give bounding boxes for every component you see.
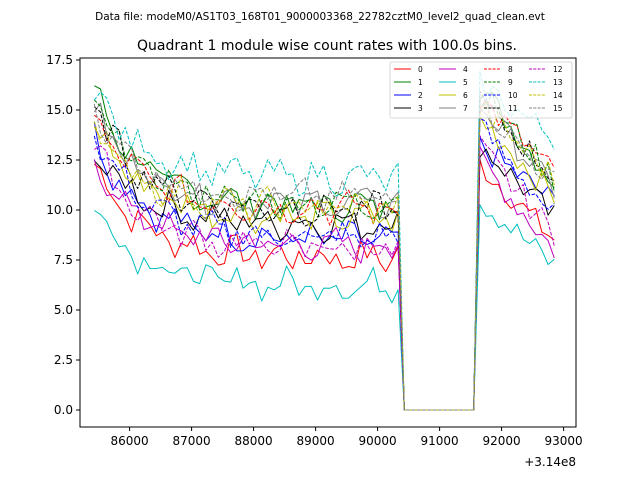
series-line-10 — [93, 117, 555, 411]
series-line-0 — [94, 159, 555, 411]
x-tick-label: 86000 — [111, 434, 149, 448]
y-tick-label: 0.0 — [54, 403, 73, 417]
legend-label-12: 12 — [553, 65, 563, 74]
figure-suptitle: Data file: modeM0/AS1T03_168T01_90000033… — [95, 11, 545, 23]
y-tick-label: 2.5 — [54, 353, 73, 367]
legend-label-0: 0 — [418, 65, 423, 74]
axes-layer: 86000 87000 88000 89000 90000 91000 92000 93000… — [46, 53, 582, 448]
series-line-5 — [94, 204, 555, 411]
y-tick-label: 15.0 — [46, 103, 73, 117]
series-line-12 — [94, 135, 555, 411]
plot-area — [80, 58, 576, 427]
y-tick-label: 12.5 — [46, 153, 73, 167]
x-tick-label: 93000 — [545, 434, 583, 448]
x-tick-label: 87000 — [173, 434, 211, 448]
series-line-2 — [93, 122, 555, 411]
y-tick-label: 7.5 — [54, 253, 73, 267]
x-tick-label: 91000 — [421, 434, 459, 448]
plot-frame — [79, 57, 577, 428]
y-tick-label: 17.5 — [46, 53, 73, 67]
legend-label-13: 13 — [553, 78, 563, 87]
legend-label-8: 8 — [508, 65, 513, 74]
legend-label-2: 2 — [418, 91, 423, 100]
x-tick-label: 92000 — [483, 434, 521, 448]
x-tick-label: 88000 — [235, 434, 273, 448]
series-line-3 — [93, 148, 555, 411]
legend-box — [389, 61, 573, 119]
legend-label-11: 11 — [508, 104, 518, 113]
legend-label-4: 4 — [463, 65, 468, 74]
legend-label-9: 9 — [508, 78, 513, 87]
legend-label-5: 5 — [463, 78, 468, 87]
legend-label-10: 10 — [508, 91, 518, 100]
chart-title: Quadrant 1 module wise count rates with … — [137, 38, 517, 54]
x-offset-label: +3.14e8 — [524, 455, 576, 469]
y-tick-label: 5.0 — [54, 303, 73, 317]
legend-label-6: 6 — [463, 91, 468, 100]
legend-label-3: 3 — [418, 104, 423, 113]
x-tick-label: 89000 — [297, 434, 335, 448]
y-tick-label: 10.0 — [46, 203, 73, 217]
legend-label-14: 14 — [553, 91, 563, 100]
legend-label-15: 15 — [553, 104, 563, 113]
series-line-9 — [93, 92, 555, 411]
series-line-4 — [93, 146, 555, 411]
legend-label-1: 1 — [418, 78, 423, 87]
x-tick-label: 90000 — [359, 434, 397, 448]
legend-label-7: 7 — [463, 104, 468, 113]
